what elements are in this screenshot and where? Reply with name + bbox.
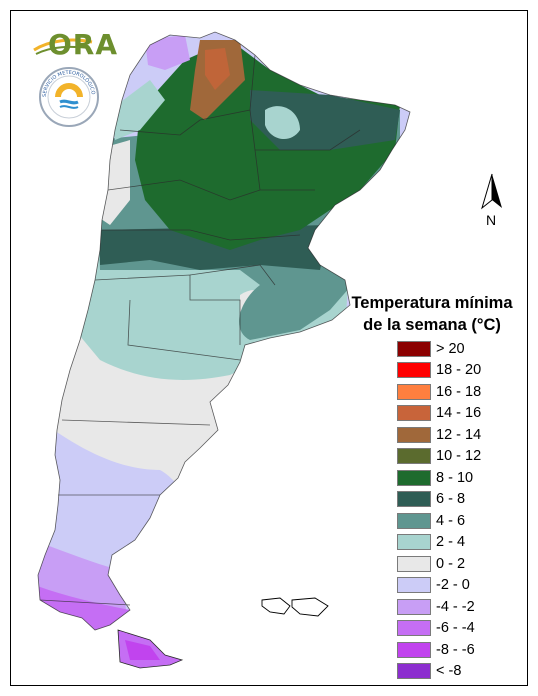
legend-item: -6 - -4 (397, 618, 481, 640)
legend-swatch (397, 469, 431, 486)
legend: > 20 18 - 20 16 - 18 14 - 16 12 - 14 10 - 12 8… (397, 338, 481, 682)
legend-label: 10 - 12 (436, 448, 482, 465)
legend-label: 4 - 6 (436, 512, 466, 529)
legend-swatch (397, 426, 431, 443)
legend-label: 14 - 16 (436, 405, 482, 422)
legend-swatch (397, 512, 431, 529)
legend-label: -8 - -6 (436, 641, 475, 658)
legend-item: 0 - 2 (397, 553, 481, 575)
legend-item: -8 - -6 (397, 639, 481, 661)
legend-item: -2 - 0 (397, 575, 481, 597)
legend-label: 8 - 10 (436, 469, 474, 486)
ora-logo-text: ORA (48, 28, 119, 61)
legend-label: -6 - -4 (436, 620, 475, 637)
legend-item: -4 - -2 (397, 596, 481, 618)
legend-title-line2: de la semana (°C) (363, 316, 501, 334)
legend-swatch (397, 555, 431, 572)
legend-swatch (397, 663, 431, 680)
legend-label: 0 - 2 (436, 555, 466, 572)
legend-item: 14 - 16 (397, 403, 481, 425)
legend-item: 8 - 10 (397, 467, 481, 489)
legend-swatch (397, 448, 431, 465)
legend-swatch (397, 577, 431, 594)
legend-item: 6 - 8 (397, 489, 481, 511)
legend-title-line1: Temperatura mínima (351, 294, 513, 312)
north-label: N (486, 212, 497, 228)
legend-label: 2 - 4 (436, 534, 466, 551)
legend-label: 12 - 14 (436, 426, 482, 443)
ora-logo-swoosh (33, 38, 93, 55)
legend-swatch (397, 641, 431, 658)
legend-item: 18 - 20 (397, 360, 481, 382)
legend-item: 2 - 4 (397, 532, 481, 554)
legend-item: < -8 (397, 661, 481, 683)
legend-item: 4 - 6 (397, 510, 481, 532)
legend-item: 10 - 12 (397, 446, 481, 468)
legend-swatch (397, 340, 431, 357)
legend-swatch (397, 620, 431, 637)
legend-swatch (397, 405, 431, 422)
legend-item: > 20 (397, 338, 481, 360)
legend-swatch (397, 598, 431, 615)
legend-item: 12 - 14 (397, 424, 481, 446)
legend-swatch (397, 534, 431, 551)
north-arrow-icon (481, 173, 502, 210)
legend-swatch (397, 491, 431, 508)
legend-label: 18 - 20 (436, 362, 482, 379)
legend-label: < -8 (436, 663, 462, 680)
legend-label: 16 - 18 (436, 383, 482, 400)
legend-swatch (397, 383, 431, 400)
legend-swatch (397, 362, 431, 379)
legend-title: Temperatura mínima de la semana (°C) (340, 292, 524, 336)
smn-seal-icon: SERVICIO METEOROLÓGICO NACIONAL · ARGENT… (38, 66, 99, 127)
legend-label: > 20 (436, 340, 465, 357)
legend-label: -2 - 0 (436, 577, 470, 594)
legend-label: -4 - -2 (436, 598, 475, 615)
legend-label: 6 - 8 (436, 491, 466, 508)
legend-item: 16 - 18 (397, 381, 481, 403)
